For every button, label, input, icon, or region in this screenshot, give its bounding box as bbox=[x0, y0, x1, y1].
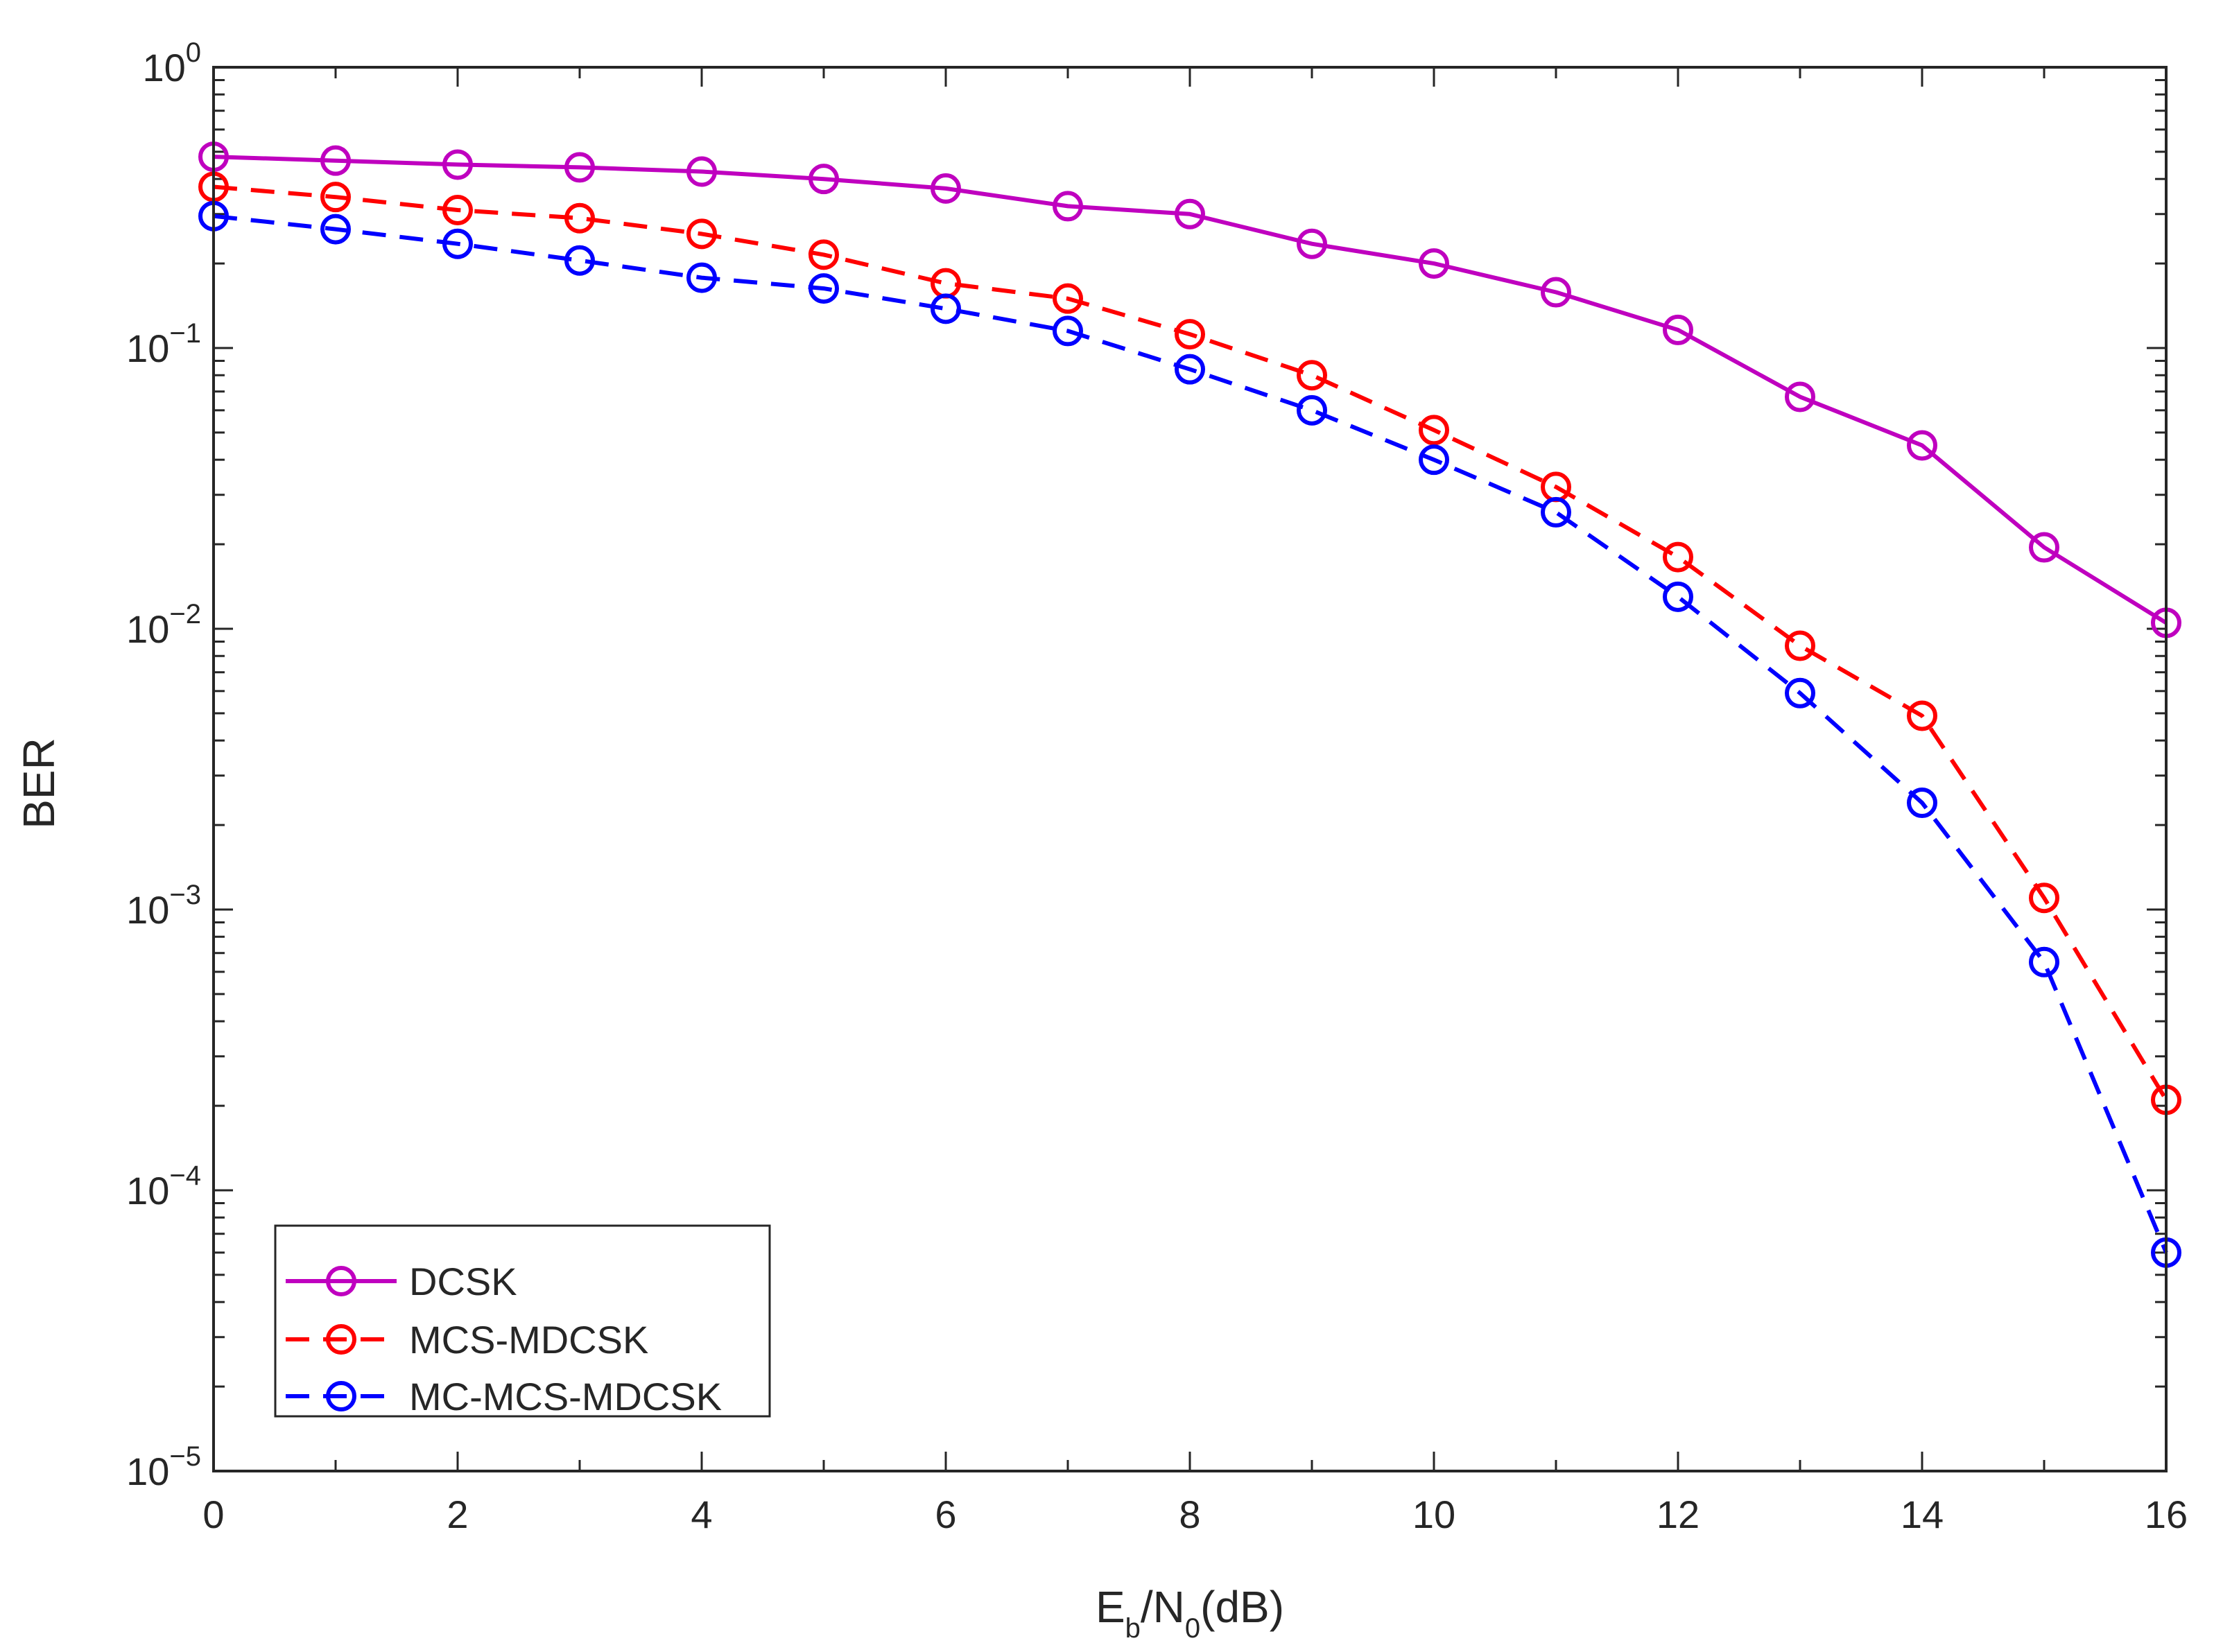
y-axis-title: BER bbox=[14, 738, 64, 829]
x-tick-label: 10 bbox=[1412, 1493, 1455, 1536]
data-point bbox=[1663, 541, 1693, 573]
data-point bbox=[1541, 277, 1571, 308]
axes-box bbox=[212, 66, 2168, 1472]
legend-marker bbox=[326, 1381, 356, 1411]
data-point bbox=[1053, 283, 1083, 314]
data-point bbox=[1419, 248, 1449, 279]
data-point bbox=[808, 239, 839, 270]
data-point bbox=[1419, 415, 1449, 446]
series-line bbox=[213, 184, 2168, 1102]
data-point bbox=[564, 245, 595, 276]
data-point bbox=[1297, 360, 1327, 391]
data-point bbox=[1907, 700, 1937, 731]
data-point bbox=[931, 293, 961, 324]
major-ticks bbox=[212, 66, 2168, 1472]
x-tick-label: 6 bbox=[935, 1493, 956, 1536]
legend-box bbox=[274, 1224, 771, 1418]
series-layer bbox=[198, 141, 2181, 1268]
data-point bbox=[1297, 228, 1327, 259]
series-line bbox=[213, 214, 2168, 1253]
data-point bbox=[808, 273, 839, 304]
data-point bbox=[686, 218, 717, 250]
x-tick-label: 4 bbox=[691, 1493, 712, 1536]
data-point bbox=[1419, 444, 1449, 476]
data-point bbox=[2029, 882, 2059, 914]
data-point bbox=[1907, 788, 1937, 819]
y-tick-label: 10−5 bbox=[126, 1441, 201, 1493]
y-tick-label: 100 bbox=[142, 37, 201, 89]
series-dcsk bbox=[198, 141, 2181, 638]
y-tick-labels: 100 10−1 10−2 10−3 10−4 10−5 bbox=[126, 37, 201, 1493]
data-point bbox=[442, 194, 473, 225]
series-mc-mcs-mdcsk bbox=[198, 200, 2181, 1268]
legend-item: DCSK bbox=[286, 1260, 517, 1303]
y-tick-label: 10−2 bbox=[126, 599, 201, 651]
y-tick-label: 10−1 bbox=[126, 318, 201, 370]
data-point bbox=[1663, 314, 1693, 345]
data-point bbox=[442, 228, 473, 259]
legend: DCSK MCS-MDCSK MC-MCS-MDCSK bbox=[274, 1224, 771, 1418]
x-tick-label: 2 bbox=[447, 1493, 468, 1536]
data-point bbox=[808, 164, 839, 195]
data-point bbox=[2029, 946, 2059, 977]
data-point bbox=[1175, 319, 1205, 350]
series-line bbox=[213, 155, 2168, 625]
x-axis-title: Eb/N0(dB) bbox=[1096, 1582, 1284, 1644]
data-point bbox=[1785, 630, 1815, 661]
series-mcs-mdcsk bbox=[198, 171, 2181, 1115]
legend-label: DCSK bbox=[409, 1260, 517, 1303]
data-point bbox=[1053, 315, 1083, 347]
data-point bbox=[1907, 430, 1937, 461]
legend-marker bbox=[326, 1266, 356, 1296]
data-point bbox=[320, 182, 351, 213]
legend-marker bbox=[326, 1324, 356, 1355]
data-point bbox=[1541, 496, 1571, 528]
data-point bbox=[320, 145, 351, 176]
x-tick-label: 12 bbox=[1657, 1493, 1700, 1536]
data-point bbox=[1663, 581, 1693, 612]
x-tick-label: 8 bbox=[1179, 1493, 1200, 1536]
x-tick-label: 14 bbox=[1901, 1493, 1944, 1536]
legend-label: MC-MCS-MDCSK bbox=[409, 1375, 722, 1418]
legend-item: MCS-MDCSK bbox=[286, 1318, 648, 1362]
data-point bbox=[564, 152, 595, 183]
minor-ticks bbox=[214, 67, 2166, 1471]
data-point bbox=[686, 156, 717, 187]
data-point bbox=[442, 149, 473, 180]
legend-item: MC-MCS-MDCSK bbox=[286, 1375, 722, 1418]
data-point bbox=[2029, 532, 2059, 563]
y-tick-label: 10−3 bbox=[126, 880, 201, 932]
data-point bbox=[1053, 191, 1083, 222]
data-point bbox=[686, 262, 717, 293]
data-point bbox=[320, 214, 351, 245]
x-tick-labels: 0 2 4 6 8 10 12 14 16 bbox=[202, 1493, 2188, 1536]
y-tick-label: 10−4 bbox=[126, 1160, 201, 1212]
data-point bbox=[931, 173, 961, 204]
x-tick-label: 0 bbox=[202, 1493, 224, 1536]
data-point bbox=[1785, 381, 1815, 412]
data-point bbox=[1175, 198, 1205, 229]
data-point bbox=[1297, 394, 1327, 426]
data-point bbox=[1785, 677, 1815, 708]
data-point bbox=[564, 202, 595, 234]
x-tick-label: 16 bbox=[2145, 1493, 2188, 1536]
data-point bbox=[1175, 354, 1205, 385]
legend-label: MCS-MDCSK bbox=[409, 1318, 648, 1362]
